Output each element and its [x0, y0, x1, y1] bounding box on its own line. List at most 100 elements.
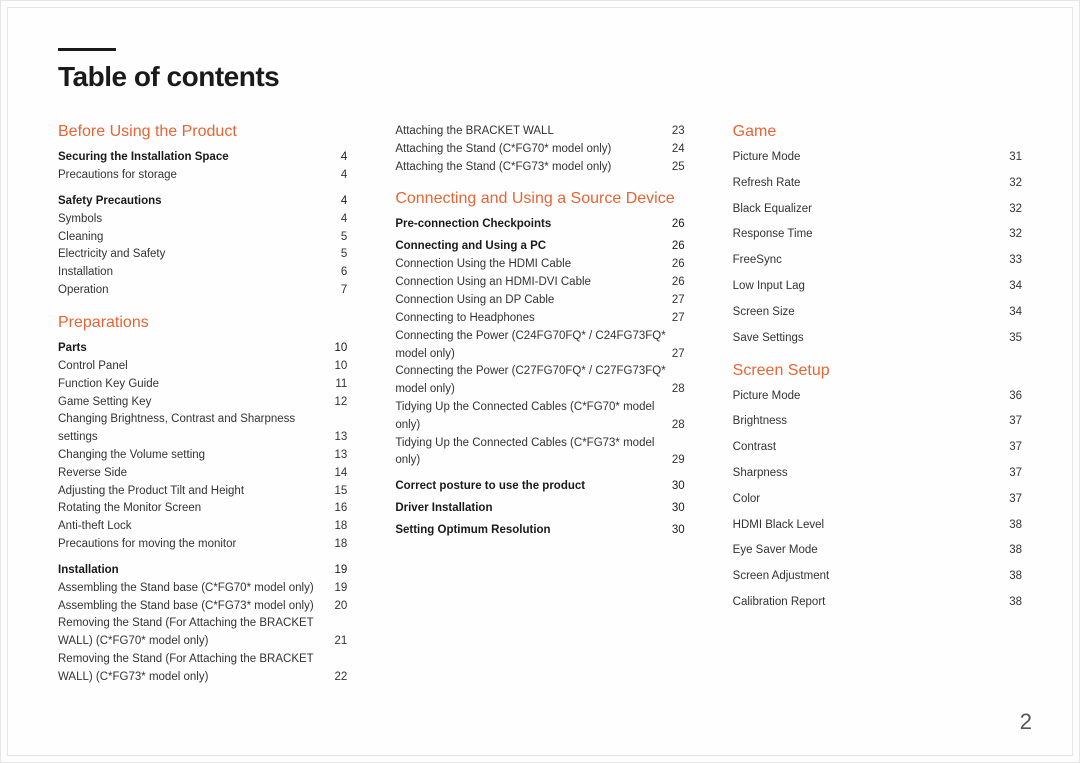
toc-entry-page: 27 — [672, 346, 685, 364]
page-title: Table of contents — [58, 61, 1022, 93]
toc-entry-label: Low Input Lag — [733, 278, 1004, 296]
toc-entry: Connecting to Headphones 27 — [395, 310, 684, 328]
toc-entry: Cleaning5 — [58, 229, 347, 247]
toc-entry-label: Installation — [58, 264, 335, 282]
toc-entry: Attaching the Stand (C*FG70* model only)… — [395, 141, 684, 159]
group-title-page: 4 — [341, 151, 347, 163]
toc-entry-page: 18 — [335, 518, 348, 536]
toc-entry: Response Time32 — [733, 226, 1022, 244]
toc-entry: Changing Brightness, Contrast and Sharpn… — [58, 411, 347, 447]
toc-entry: Removing the Stand (For Attaching the BR… — [58, 651, 347, 687]
toc-entry: Symbols4 — [58, 211, 347, 229]
toc-entry-page: 38 — [1009, 594, 1022, 612]
toc-entry-page: 33 — [1009, 252, 1022, 270]
toc-entry-page: 28 — [672, 381, 685, 399]
group-title-label: Pre-connection Checkpoints — [395, 218, 551, 230]
toc-entry-page: 31 — [1009, 149, 1022, 167]
toc-entry: Screen Adjustment 38 — [733, 568, 1022, 586]
toc-entry: FreeSync33 — [733, 252, 1022, 270]
toc-entry-page: 10 — [335, 358, 348, 376]
section-body: Attaching the BRACKET WALL 23Attaching th… — [395, 123, 684, 176]
toc-entry-page: 20 — [335, 598, 348, 616]
toc-entry: Reverse Side14 — [58, 465, 347, 483]
toc-entry-label: Connecting to Headphones — [395, 310, 666, 328]
section-body: Picture Mode36Brightness37Contrast37Shar… — [733, 388, 1022, 612]
section-body: Picture Mode31Refresh Rate32Black Equali… — [733, 149, 1022, 348]
toc-entry-label: Assembling the Stand base (C*FG70* model… — [58, 580, 329, 598]
group-title: Pre-connection Checkpoints26 — [395, 218, 684, 230]
toc-entry-page: 27 — [672, 310, 685, 328]
toc-entry-page: 13 — [335, 429, 348, 447]
group-title-page: 30 — [672, 480, 685, 492]
toc-entry-page: 37 — [1009, 465, 1022, 483]
toc-entry-page: 32 — [1009, 175, 1022, 193]
toc-entry-label: Cleaning — [58, 229, 335, 247]
section-title: Game — [733, 123, 1022, 141]
toc-entry-page: 38 — [1009, 517, 1022, 535]
toc-entry-label: Operation — [58, 282, 335, 300]
toc-entry: Connecting the Power (C24FG70FQ* / C24FG… — [395, 328, 684, 364]
toc-entry-label: Anti-theft Lock — [58, 518, 329, 536]
toc-entry-label: Tidying Up the Connected Cables (C*FG73*… — [395, 435, 666, 471]
toc-entry-page: 38 — [1009, 568, 1022, 586]
toc-entry-label: Picture Mode — [733, 388, 1004, 406]
group-title-page: 30 — [672, 502, 685, 514]
toc-entry-label: Refresh Rate — [733, 175, 1004, 193]
toc-entry-label: Connecting the Power (C27FG70FQ* / C27FG… — [395, 363, 666, 399]
group-title-page: 19 — [335, 564, 348, 576]
group-title-label: Securing the Installation Space — [58, 151, 229, 163]
toc-entry: Black Equalizer32 — [733, 201, 1022, 219]
toc-entry-label: Picture Mode — [733, 149, 1004, 167]
toc-entry-label: HDMI Black Level — [733, 517, 1004, 535]
toc-entry-page: 4 — [341, 167, 347, 185]
section-title: Before Using the Product — [58, 123, 347, 141]
toc-entry-page: 11 — [335, 376, 347, 394]
toc-entry-label: Screen Adjustment — [733, 568, 1004, 586]
group-title-page: 30 — [672, 524, 685, 536]
toc-entry-page: 13 — [335, 447, 348, 465]
toc-entry-label: Screen Size — [733, 304, 1004, 322]
toc-entry-label: Game Setting Key — [58, 394, 329, 412]
toc-entry: Connection Using the HDMI Cable26 — [395, 256, 684, 274]
toc-entry: Changing the Volume setting13 — [58, 447, 347, 465]
toc-entry-label: Attaching the BRACKET WALL — [395, 123, 666, 141]
toc-entry-page: 22 — [335, 669, 348, 687]
toc-entry: Removing the Stand (For Attaching the BR… — [58, 615, 347, 651]
toc-entry: Tidying Up the Connected Cables (C*FG73*… — [395, 435, 684, 471]
group-title-page: 4 — [341, 195, 347, 207]
toc-entry-label: Control Panel — [58, 358, 329, 376]
group-title-page: 10 — [335, 342, 348, 354]
toc-entry-label: Connecting the Power (C24FG70FQ* / C24FG… — [395, 328, 666, 364]
toc-entry-page: 23 — [672, 123, 685, 141]
toc-entry: Sharpness 37 — [733, 465, 1022, 483]
toc-entry-page: 6 — [341, 264, 347, 282]
toc-entry: Rotating the Monitor Screen16 — [58, 500, 347, 518]
group-title-page: 26 — [672, 240, 685, 252]
toc-column: Attaching the BRACKET WALL 23Attaching th… — [395, 123, 684, 687]
toc-entry-label: Tidying Up the Connected Cables (C*FG70*… — [395, 399, 666, 435]
toc-entry-page: 37 — [1009, 439, 1022, 457]
toc-entry-page: 12 — [335, 394, 348, 412]
group-title: Setting Optimum Resolution 30 — [395, 524, 684, 536]
toc-entry: Save Settings35 — [733, 330, 1022, 348]
toc-entry: Assembling the Stand base (C*FG73* model… — [58, 598, 347, 616]
toc-entry-page: 5 — [341, 246, 347, 264]
toc-entry: Brightness37 — [733, 413, 1022, 431]
toc-entry: Screen Size34 — [733, 304, 1022, 322]
group-title: Parts 10 — [58, 342, 347, 354]
toc-entry-label: Connection Using an HDMI-DVI Cable — [395, 274, 666, 292]
group-title-label: Parts — [58, 342, 87, 354]
section-title: Preparations — [58, 314, 347, 332]
toc-entry-label: Sharpness — [733, 465, 1004, 483]
toc-entry: Precautions for storage4 — [58, 167, 347, 185]
group-title-label: Safety Precautions — [58, 195, 162, 207]
title-rule — [58, 48, 116, 51]
group-title-label: Setting Optimum Resolution — [395, 524, 550, 536]
toc-entry-page: 32 — [1009, 201, 1022, 219]
toc-entry-label: Calibration Report — [733, 594, 1004, 612]
toc-entry: Control Panel 10 — [58, 358, 347, 376]
section-title: Connecting and Using a Source Device — [395, 190, 684, 208]
toc-entry: Function Key Guide11 — [58, 376, 347, 394]
toc-entry-label: Save Settings — [733, 330, 1004, 348]
toc-entry-label: Connection Using the HDMI Cable — [395, 256, 666, 274]
